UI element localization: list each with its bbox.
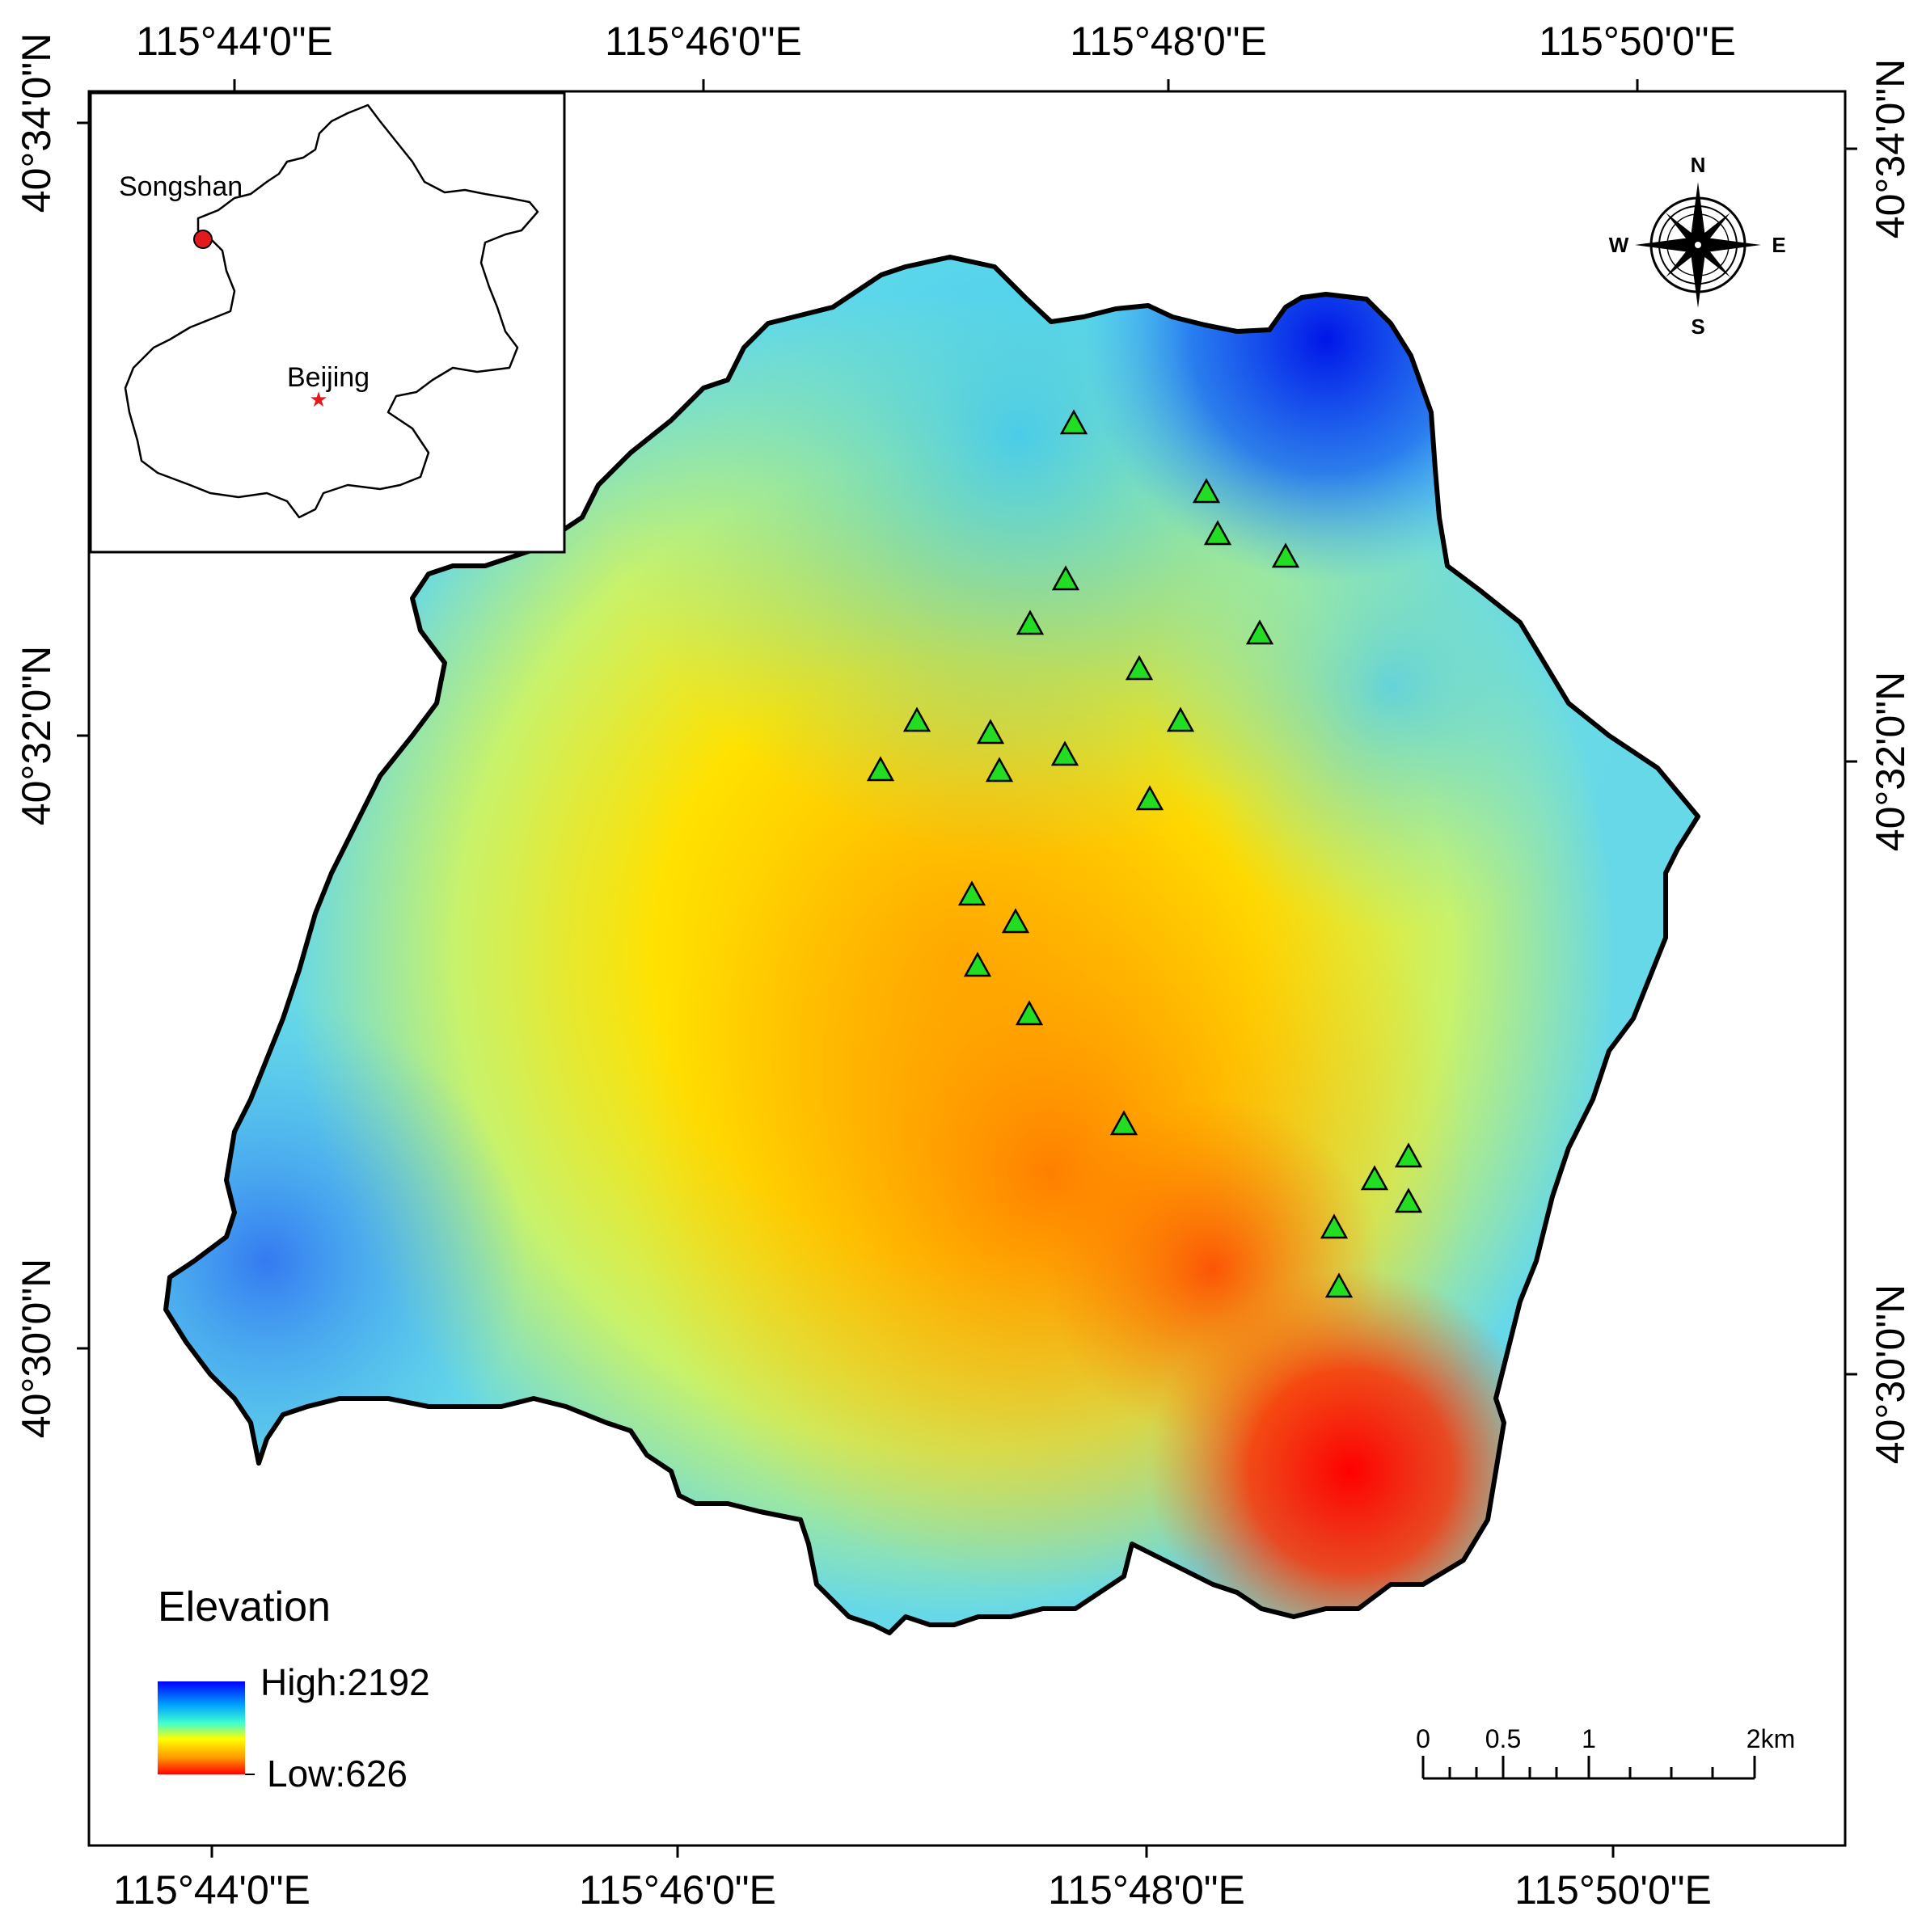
legend-title: Elevation [158, 1584, 331, 1630]
scale-label: 0.5 [1485, 1724, 1521, 1753]
scale-label: 1 [1582, 1724, 1596, 1753]
sample-site-marker [1001, 908, 1030, 934]
top-lon-label: 115°50'0"E [1539, 19, 1736, 64]
sample-site-marker [1324, 1272, 1354, 1298]
right-ticks [1845, 147, 1857, 1376]
compass-e-label: E [1772, 233, 1785, 257]
sample-sites [866, 409, 1423, 1298]
top-lon-label: 115°46'0"E [605, 19, 802, 64]
sample-site-marker [866, 756, 895, 782]
left-lat-label: 40°34'0"N [14, 33, 59, 213]
sample-site-marker [1166, 707, 1195, 732]
left-ticks [77, 121, 89, 1350]
sample-site-marker [1109, 1110, 1138, 1136]
compass-w-label: W [1609, 233, 1629, 257]
sample-site-marker [1394, 1142, 1423, 1168]
beijing-label: Beijing [287, 362, 370, 393]
legend-high-label: High:2192 [260, 1661, 430, 1703]
sample-site-marker [902, 707, 931, 732]
north-arrow-compass-icon [1635, 182, 1761, 308]
top-lon-label: 115°48'0"E [1070, 19, 1267, 64]
beijing-star-icon: ★ [309, 387, 327, 411]
bottom-ticks [210, 1846, 1615, 1858]
legend-color-ramp [158, 1681, 245, 1774]
sample-site-marker [1271, 542, 1300, 568]
sample-site-marker [985, 757, 1014, 783]
sample-site-marker [1059, 409, 1088, 435]
left-lat-label: 40°30'0"N [14, 1259, 59, 1438]
bottom-lon-label: 115°50'0"E [1514, 1867, 1712, 1913]
inset-map: Songshan Beijing ★ [89, 91, 566, 554]
top-ticks [233, 79, 1639, 91]
scale-label: 0 [1416, 1724, 1430, 1753]
sample-site-marker [1320, 1213, 1349, 1239]
sample-site-marker [1125, 655, 1154, 681]
sample-site-marker [957, 880, 986, 906]
songshan-marker [193, 230, 213, 249]
sample-site-marker [1394, 1187, 1423, 1213]
sample-site-marker [1016, 610, 1045, 635]
compass-n-label: N [1691, 153, 1706, 177]
sample-site-marker [1050, 740, 1079, 766]
sample-site-marker [1203, 520, 1232, 546]
right-lat-label: 40°32'0"N [1868, 672, 1913, 851]
sample-site-marker [963, 951, 992, 977]
sample-site-marker [1015, 1000, 1044, 1026]
left-lat-label: 40°32'0"N [14, 646, 59, 825]
sample-site-marker [1051, 565, 1080, 591]
beijing-outline [124, 103, 539, 519]
scale-label: 2km [1746, 1724, 1795, 1753]
right-lat-label: 40°30'0"N [1868, 1284, 1913, 1464]
sample-site-marker [976, 719, 1005, 745]
sample-site-marker [1245, 619, 1274, 645]
sample-site-marker [1360, 1165, 1389, 1191]
sample-site-marker [1135, 785, 1164, 811]
compass-s-label: S [1691, 314, 1704, 339]
bottom-lon-label: 115°46'0"E [579, 1867, 776, 1913]
bottom-lon-label: 115°44'0"E [113, 1867, 310, 1913]
legend-low-label: Low:626 [267, 1753, 408, 1795]
top-lon-label: 115°44'0"E [136, 19, 333, 64]
right-lat-label: 40°34'0"N [1868, 59, 1913, 238]
songshan-label: Songshan [119, 171, 243, 202]
scale-bar [1421, 1756, 1756, 1780]
sample-site-marker [1192, 478, 1221, 504]
basin-boundary [163, 255, 1700, 1635]
bottom-lon-label: 115°48'0"E [1048, 1867, 1245, 1913]
